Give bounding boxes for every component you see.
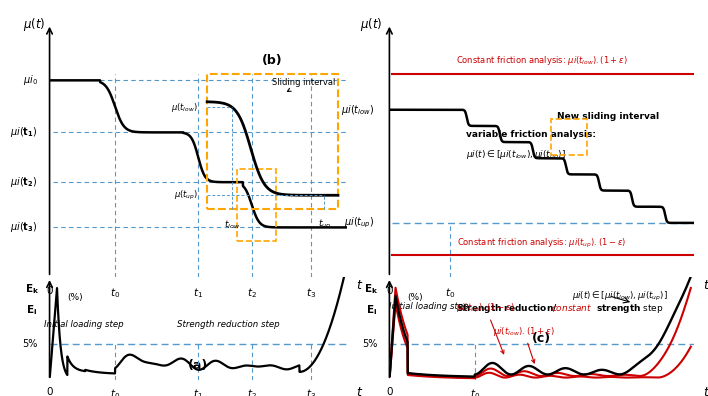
Text: $\mu i(t_{up})$: $\mu i(t_{up})$ — [343, 216, 375, 230]
Text: Sliding interval: Sliding interval — [272, 78, 335, 91]
Text: 0: 0 — [386, 387, 393, 396]
Text: $t_1$: $t_1$ — [193, 387, 203, 396]
Text: $\mathbf{E_k}$: $\mathbf{E_k}$ — [364, 283, 378, 297]
Text: Constant friction analysis: $\mu i(t_{up}).(1-\varepsilon)$: Constant friction analysis: $\mu i(t_{up… — [457, 237, 626, 250]
Text: $t$: $t$ — [703, 280, 708, 293]
Text: $\mathbf{E_i}$: $\mathbf{E_i}$ — [26, 303, 38, 317]
Text: $t$: $t$ — [703, 386, 708, 396]
Text: $\mu i(t) \in [\mu i(t_{low}), \mu i(t_{up})]$: $\mu i(t) \in [\mu i(t_{low}), \mu i(t_{… — [466, 148, 566, 162]
Bar — [207, 74, 338, 209]
Text: Constant friction analysis: $\mu i(t_{low}).(1+\varepsilon)$: Constant friction analysis: $\mu i(t_{lo… — [456, 54, 627, 67]
Bar — [237, 169, 275, 241]
Text: $\mu(t)$: $\mu(t)$ — [360, 16, 382, 33]
Text: $t$: $t$ — [356, 280, 363, 293]
Bar — [551, 119, 588, 155]
Text: $\mu i(\mathbf{t_1})$: $\mu i(\mathbf{t_1})$ — [10, 126, 38, 139]
Text: Strength reduction step: Strength reduction step — [177, 320, 279, 329]
Text: New sliding interval: New sliding interval — [557, 112, 659, 121]
Text: $\mu i(t) \in [\mu i(t_{low}), \mu i(t_{up})]$: $\mu i(t) \in [\mu i(t_{low}), \mu i(t_{… — [572, 289, 668, 303]
Text: $t_2$: $t_2$ — [247, 387, 257, 396]
Text: $t_{up}$: $t_{up}$ — [318, 218, 331, 232]
Text: variable friction analysis:: variable friction analysis: — [466, 130, 595, 139]
Text: 0: 0 — [46, 286, 53, 296]
Text: $\mathbf{strength}$ step: $\mathbf{strength}$ step — [596, 302, 664, 315]
Text: $\mathbf{E_k}$: $\mathbf{E_k}$ — [25, 283, 39, 297]
Text: $\mu i(t_{up}).(1-\varepsilon)$: $\mu i(t_{up}).(1-\varepsilon)$ — [457, 301, 515, 354]
Text: (c): (c) — [532, 331, 552, 345]
Text: $\mu i(t_{low}).(1+\varepsilon)$: $\mu i(t_{low}).(1+\varepsilon)$ — [493, 325, 554, 363]
Text: (a): (a) — [188, 359, 208, 372]
Text: (b): (b) — [262, 54, 283, 67]
Text: $\mu(t)$: $\mu(t)$ — [23, 16, 46, 33]
Text: Initial loading step: Initial loading step — [389, 302, 469, 311]
Text: $t_0$: $t_0$ — [110, 286, 120, 300]
Text: $t_1$: $t_1$ — [193, 286, 203, 300]
Text: (%): (%) — [67, 293, 83, 302]
Text: (%): (%) — [408, 293, 423, 302]
Text: $\mu(t_{up})$: $\mu(t_{up})$ — [174, 189, 198, 202]
Text: 5%: 5% — [362, 339, 377, 349]
Text: $t_0$: $t_0$ — [445, 286, 455, 300]
Text: $\mu i(t_{low})$: $\mu i(t_{low})$ — [341, 103, 375, 117]
Text: $\mu i(\mathbf{t_2})$: $\mu i(\mathbf{t_2})$ — [10, 175, 38, 189]
Text: $\mu(t_{low})$: $\mu(t_{low})$ — [171, 101, 198, 114]
Text: 5%: 5% — [22, 339, 38, 349]
Text: $t$: $t$ — [356, 386, 363, 396]
Text: $t_{low}$: $t_{low}$ — [224, 218, 240, 231]
Text: $t_3$: $t_3$ — [306, 387, 316, 396]
Text: $t_0$: $t_0$ — [110, 387, 120, 396]
Text: $\mathit{constant}$: $\mathit{constant}$ — [551, 302, 592, 313]
Text: $\mathbf{E_i}$: $\mathbf{E_i}$ — [365, 303, 377, 317]
Text: $\mathbf{Strength\ reduction/}$: $\mathbf{Strength\ reduction/}$ — [457, 302, 558, 315]
Text: $\mu i_0$: $\mu i_0$ — [23, 73, 38, 88]
Text: $\mu i(\mathbf{t_3})$: $\mu i(\mathbf{t_3})$ — [10, 221, 38, 234]
Text: $t_3$: $t_3$ — [306, 286, 316, 300]
Text: Initial loading step: Initial loading step — [44, 320, 124, 329]
Text: 0: 0 — [386, 286, 393, 296]
Text: $t_0$: $t_0$ — [469, 387, 480, 396]
Text: 0: 0 — [46, 387, 53, 396]
Text: $t_2$: $t_2$ — [247, 286, 257, 300]
